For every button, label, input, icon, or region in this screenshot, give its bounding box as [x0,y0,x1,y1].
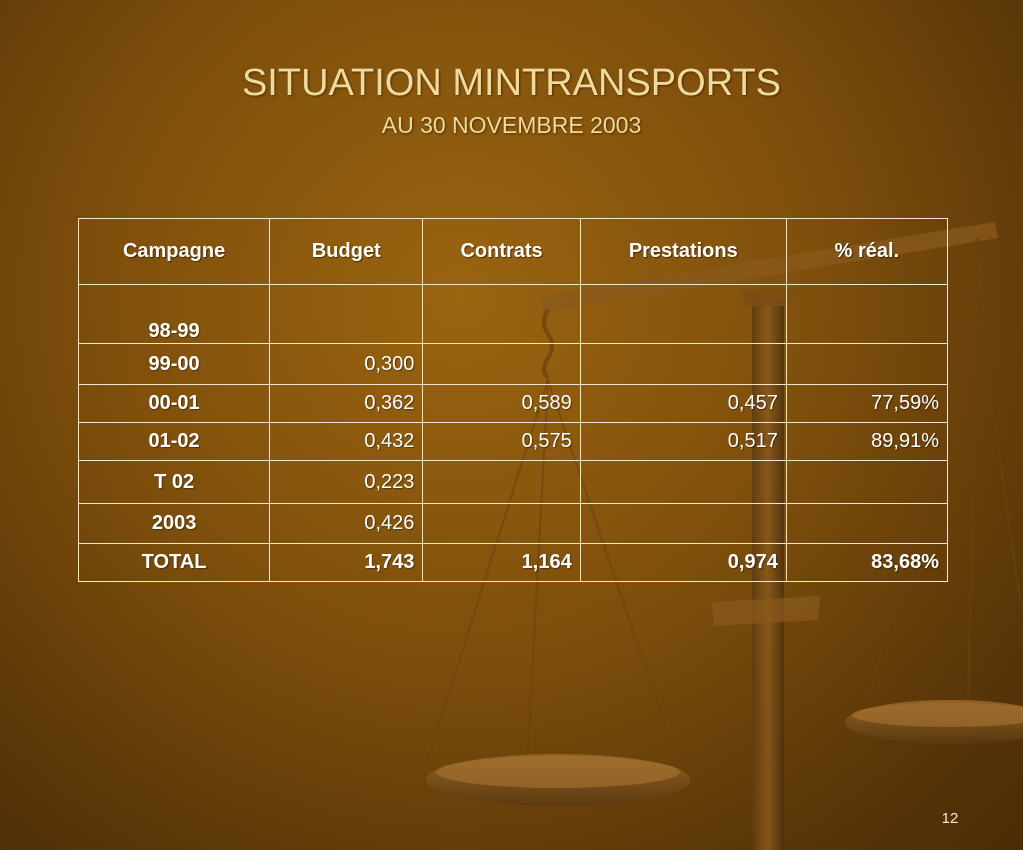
cell-prestations [579,284,787,344]
cell-pct-real [785,343,949,385]
table-row: 98-99 [77,284,949,344]
slide-subtitle: AU 30 NOVEMBRE 2003 [381,112,642,138]
cell-contrats [422,343,581,385]
table-row: 01-02 0,432 0,575 0,517 89,91% [77,422,949,461]
cell-budget: 0,223 [269,460,424,504]
cell-contrats [422,460,581,504]
cell-pct-real [785,284,949,344]
cell-budget [269,284,424,344]
cell-budget: 0,300 [269,343,424,385]
cell-contrats: 0,589 [422,384,581,423]
header-prestations: Prestations [579,218,787,285]
cell-pct-real [785,503,949,544]
cell-prestations [579,503,787,544]
cell-pct-real [785,460,949,504]
table-row: 2003 0,426 [77,503,949,544]
cell-campagne: T 02 [77,460,271,504]
header-pct-real: % réal. [785,218,949,285]
cell-pct-real: 89,91% [785,422,949,461]
slide-title: SITUATION MINTRANSPORTS [241,62,782,104]
header-campagne: Campagne [77,218,271,285]
cell-prestations: 0,517 [579,422,787,461]
cell-budget: 0,362 [269,384,424,423]
page-number: 12 [941,810,959,827]
cell-contrats: 0,575 [422,422,581,461]
cell-campagne: 2003 [77,503,271,544]
cell-prestations [579,343,787,385]
budget-table: Campagne Budget Contrats Prestations % r… [77,218,949,582]
cell-campagne: 00-01 [77,384,271,423]
cell-pct-real: 83,68% [785,543,949,582]
cell-campagne: TOTAL [77,543,271,582]
cell-prestations [579,460,787,504]
cell-budget: 0,426 [269,503,424,544]
header-budget: Budget [269,218,424,285]
table-row: T 02 0,223 [77,460,949,504]
cell-prestations: 0,974 [579,543,787,582]
cell-pct-real: 77,59% [785,384,949,423]
table-row: 00-01 0,362 0,589 0,457 77,59% [77,384,949,423]
table-header-row: Campagne Budget Contrats Prestations % r… [77,218,949,285]
cell-contrats: 1,164 [422,543,581,582]
table-row: 99-00 0,300 [77,343,949,385]
cell-campagne: 99-00 [77,343,271,385]
cell-campagne: 98-99 [77,284,271,344]
cell-contrats [422,284,581,344]
header-contrats: Contrats [422,218,581,285]
cell-campagne: 01-02 [77,422,271,461]
table-row-total: TOTAL 1,743 1,164 0,974 83,68% [77,543,949,582]
cell-budget: 1,743 [269,543,424,582]
cell-budget: 0,432 [269,422,424,461]
cell-prestations: 0,457 [579,384,787,423]
cell-contrats [422,503,581,544]
